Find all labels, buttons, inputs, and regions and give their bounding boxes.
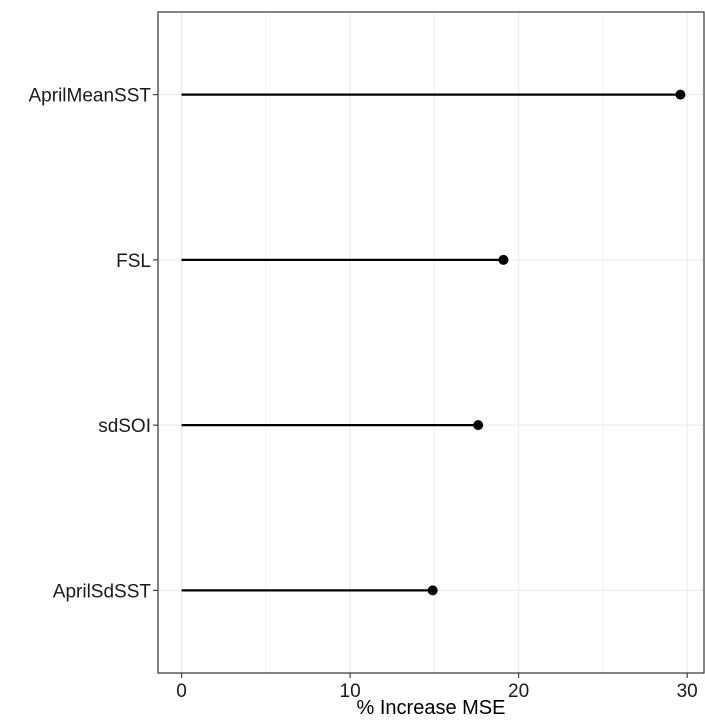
lollipop-point (675, 89, 686, 100)
x-axis: 0 10 20 30 (176, 673, 698, 702)
lollipop-point (473, 420, 484, 431)
y-tick-label: FSL (116, 251, 151, 272)
lollipop-layer (181, 89, 686, 596)
grid-layer (158, 12, 704, 673)
y-axis: AprilMeanSST FSL sdSOI AprilSdSST (29, 86, 158, 602)
panel-border (157, 11, 705, 674)
lollipop-point (427, 585, 438, 596)
lollipop-point (498, 254, 509, 265)
y-tick-label: sdSOI (98, 416, 151, 437)
x-tick-label: 10 (340, 681, 361, 702)
x-axis-title: % Increase MSE (357, 697, 506, 719)
x-tick-label: 20 (508, 681, 529, 702)
y-tick-label: AprilSdSST (53, 581, 152, 602)
x-tick-label: 0 (176, 681, 187, 702)
y-tick-label: AprilMeanSST (29, 86, 152, 107)
x-tick-label: 30 (677, 681, 698, 702)
